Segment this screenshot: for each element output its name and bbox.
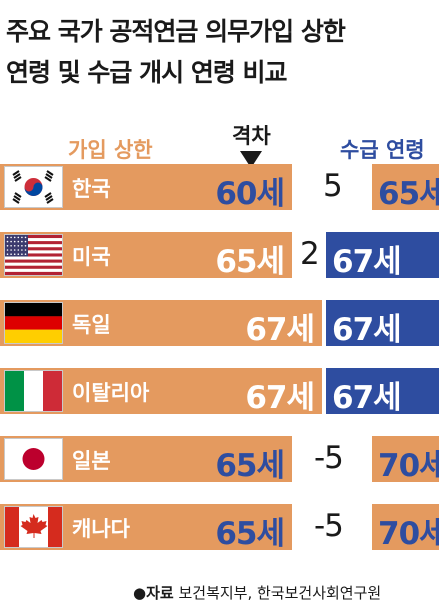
- gap-value: 2: [300, 236, 320, 272]
- country-label: 한국: [72, 177, 111, 201]
- chart-title-line2: 연령 및 수급 개시 연령 비교: [6, 58, 288, 87]
- country-label: 이탈리아: [72, 381, 150, 405]
- receive-bar: [326, 368, 439, 414]
- header-join: 가입 상한: [68, 138, 153, 162]
- receive-bar: [326, 232, 439, 278]
- italy-flag: [4, 370, 63, 412]
- korea-flag: [4, 166, 63, 208]
- receive-age-value: 67세: [332, 244, 402, 280]
- chart-title-line1: 주요 국가 공적연금 의무가입 상한: [6, 17, 346, 46]
- germany-flag: [4, 302, 63, 344]
- table-row: 한국 60세 5 65세: [0, 164, 439, 212]
- table-row: 캐나다 65세 -5 70세: [0, 504, 439, 552]
- receive-bar: [372, 504, 439, 550]
- receive-age-value: 70세: [378, 448, 439, 484]
- receive-bar: [372, 436, 439, 482]
- receive-bar: [326, 300, 439, 346]
- join-age-value: 67세: [245, 312, 315, 348]
- join-age-value: 65세: [215, 448, 285, 484]
- receive-bar: [372, 164, 439, 210]
- receive-age-value: 70세: [378, 516, 439, 552]
- table-row: 미국 65세 2 67세: [0, 232, 439, 280]
- join-age-value: 67세: [245, 380, 315, 416]
- gap-value: -5: [314, 508, 344, 544]
- gap-value: -5: [314, 440, 344, 476]
- header-gap: 격차: [232, 124, 271, 148]
- table-row: 일본 65세 -5 70세: [0, 436, 439, 484]
- receive-age-value: 65세: [378, 176, 439, 212]
- country-label: 캐나다: [72, 517, 130, 541]
- gap-value: 5: [323, 168, 343, 204]
- country-label: 독일: [72, 313, 111, 337]
- gap-arrow-icon: [240, 151, 262, 168]
- source-note: ●자료 보건복지부, 한국보건사회연구원: [133, 584, 382, 602]
- country-label: 일본: [72, 449, 111, 473]
- japan-flag: [4, 438, 63, 480]
- join-age-value: 65세: [215, 516, 285, 552]
- country-label: 미국: [72, 245, 111, 269]
- join-age-value: 60세: [215, 176, 285, 212]
- join-age-value: 65세: [215, 244, 285, 280]
- table-row: 독일 67세 67세: [0, 300, 439, 348]
- header-receive: 수급 연령: [340, 138, 425, 162]
- usa-flag: [4, 234, 63, 276]
- canada-flag: [4, 506, 63, 548]
- table-row: 이탈리아 67세 67세: [0, 368, 439, 416]
- receive-age-value: 67세: [332, 312, 402, 348]
- receive-age-value: 67세: [332, 380, 402, 416]
